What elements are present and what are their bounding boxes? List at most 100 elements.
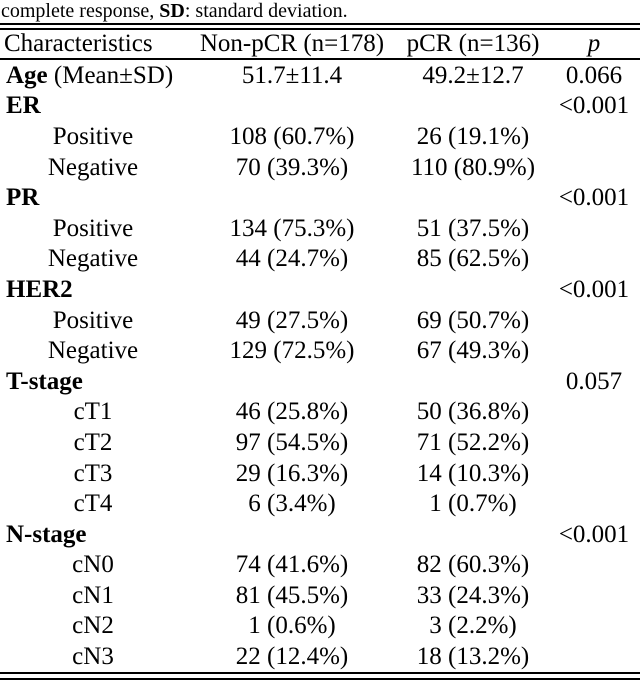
cell-pcr: 50 (36.8%): [416, 398, 530, 426]
row-label-bold-text: N-stage: [6, 520, 87, 548]
cell-non-pcr: [186, 519, 398, 550]
table-row: ER <0.001: [0, 91, 640, 122]
row-label-bold-text: Age: [6, 61, 48, 89]
cell-pcr: [398, 519, 548, 550]
table-row: cT3 29 (16.3%) 14 (10.3%): [0, 458, 640, 489]
cell-non-pcr: 134 (75.3%): [229, 214, 355, 242]
cell-pcr: 85 (62.5%): [416, 245, 530, 273]
table-row: cN1 81 (45.5%) 33 (24.3%): [0, 580, 640, 611]
cell-p-value: [548, 488, 640, 519]
cell-non-pcr: 108 (60.7%): [229, 122, 355, 150]
row-label-sub: Negative: [47, 245, 139, 273]
row-label-sub: cN2: [72, 612, 114, 640]
cell-pcr: 71 (52.2%): [416, 428, 530, 456]
cell-p-value: [548, 641, 640, 672]
cell-pcr: 110 (80.9%): [410, 153, 536, 181]
cell-pcr: 26 (19.1%): [416, 122, 530, 150]
cell-non-pcr: 97 (54.5%): [235, 428, 349, 456]
row-label-bold-text: PR: [6, 184, 40, 212]
cell-non-pcr: 22 (12.4%): [235, 643, 349, 671]
cell-non-pcr: [186, 366, 398, 397]
cell-non-pcr: 44 (24.7%): [235, 245, 349, 273]
cell-p-value: [548, 121, 640, 152]
cell-pcr: 14 (10.3%): [416, 459, 530, 487]
cell-non-pcr: 129 (72.5%): [229, 337, 355, 365]
patient-characteristics-table: Characteristics Non-pCR (n=178) pCR (n=1…: [0, 30, 640, 672]
cell-non-pcr: 51.7±11.4: [241, 61, 343, 89]
cell-non-pcr: 49 (27.5%): [235, 306, 349, 334]
cell-p-value: [548, 550, 640, 581]
table-row: cN2 1 (0.6%) 3 (2.2%): [0, 611, 640, 642]
row-label-bold-text: HER2: [6, 275, 73, 303]
cell-non-pcr: [186, 274, 398, 305]
table-row: Positive 49 (27.5%) 69 (50.7%): [0, 305, 640, 336]
row-label-bold-text: ER: [6, 92, 41, 120]
table-row: cN0 74 (41.6%) 82 (60.3%): [0, 550, 640, 581]
table-row: T-stage 0.057: [0, 366, 640, 397]
cell-non-pcr: [186, 182, 398, 213]
cell-p-value: [548, 397, 640, 428]
cell-pcr: 49.2±12.7: [422, 61, 524, 89]
cell-p-value: <0.001: [558, 275, 630, 303]
cell-non-pcr: [186, 91, 398, 122]
col-header-pcr: pCR (n=136): [406, 30, 540, 57]
cell-non-pcr: 1 (0.6%): [248, 612, 336, 640]
cell-p-value: <0.001: [558, 184, 630, 212]
row-label-sub: cN1: [72, 581, 114, 609]
cell-pcr: [398, 91, 548, 122]
cell-p-value: [548, 213, 640, 244]
table-row: Positive 134 (75.3%) 51 (37.5%): [0, 213, 640, 244]
row-label-sub: Positive: [52, 214, 134, 242]
row-label-sub: cT3: [73, 459, 113, 487]
table-row: Positive 108 (60.7%) 26 (19.1%): [0, 121, 640, 152]
table-row: cT1 46 (25.8%) 50 (36.8%): [0, 397, 640, 428]
caption-abbrev-sd: SD: [159, 0, 185, 22]
table-row: cN3 22 (12.4%) 18 (13.2%): [0, 641, 640, 672]
caption-text-after: : standard deviation.: [184, 0, 348, 22]
cell-pcr: 82 (60.3%): [416, 551, 530, 579]
table-row: cT4 6 (3.4%) 1 (0.7%): [0, 488, 640, 519]
row-label-sub: Positive: [52, 306, 134, 334]
row-label-sub: cN3: [72, 643, 114, 671]
table-bottom-double-rule: [0, 671, 640, 680]
row-label-category: ER: [0, 91, 186, 122]
cell-pcr: [398, 366, 548, 397]
caption-text-before: complete response,: [1, 0, 160, 22]
cell-pcr: 67 (49.3%): [416, 337, 530, 365]
col-header-non-pcr: Non-pCR (n=178): [199, 30, 385, 57]
cell-pcr: 69 (50.7%): [416, 306, 530, 334]
cell-pcr: [398, 182, 548, 213]
row-label-category: N-stage: [0, 519, 186, 550]
row-label-sub: Positive: [52, 122, 134, 150]
cell-p-value: [548, 152, 640, 183]
table-row: Age (Mean±SD) 51.7±11.4 49.2±12.7 0.066: [0, 59, 640, 91]
cell-p-value: <0.001: [558, 92, 630, 120]
table-row: HER2 <0.001: [0, 274, 640, 305]
col-header-p-value: p: [587, 30, 601, 57]
table-row: PR <0.001: [0, 182, 640, 213]
cell-pcr: [398, 274, 548, 305]
table-row: Negative 70 (39.3%) 110 (80.9%): [0, 152, 640, 183]
table-row: Negative 44 (24.7%) 85 (62.5%): [0, 244, 640, 275]
cell-p-value: 0.066: [565, 61, 623, 89]
cell-pcr: 51 (37.5%): [416, 214, 530, 242]
cell-non-pcr: 46 (25.8%): [235, 398, 349, 426]
row-label-sub: Negative: [47, 337, 139, 365]
row-label-bold-text: T-stage: [6, 367, 83, 395]
cell-p-value: [548, 335, 640, 366]
cell-pcr: 18 (13.2%): [416, 643, 530, 671]
row-label-sub: cN0: [72, 551, 114, 579]
table-header-row: Characteristics Non-pCR (n=178) pCR (n=1…: [0, 30, 640, 59]
cell-pcr: 1 (0.7%): [429, 490, 517, 518]
cell-p-value: [548, 305, 640, 336]
row-label-sub: cT1: [73, 398, 113, 426]
cell-pcr: 33 (24.3%): [416, 581, 530, 609]
table-caption: complete response, SD: standard deviatio…: [0, 0, 640, 23]
cell-p-value: [548, 244, 640, 275]
row-label-sub: cT2: [73, 428, 113, 456]
row-label-category: T-stage: [0, 366, 186, 397]
table-row: N-stage <0.001: [0, 519, 640, 550]
cell-p-value: 0.057: [565, 367, 623, 395]
table-top-double-rule: [0, 23, 640, 30]
